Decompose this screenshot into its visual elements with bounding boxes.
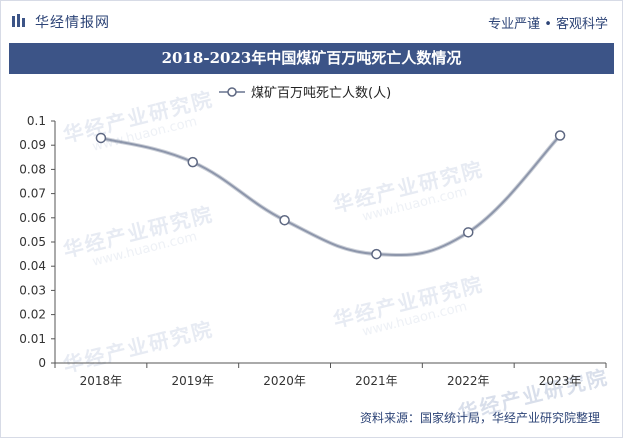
data-point — [95, 132, 107, 144]
brand-logo-icon — [12, 14, 25, 27]
x-tick-label: 2018年 — [80, 374, 123, 388]
y-tick-label: 0 — [38, 356, 46, 370]
chart-title: 2018-2023年中国煤矿百万吨死亡人数情况 — [161, 49, 462, 67]
x-tick-label: 2023年 — [539, 374, 582, 388]
y-tick-label: 0.02 — [19, 308, 46, 322]
source-note: 资料来源：国家统计局，华经产业研究院整理 — [359, 411, 600, 425]
data-point — [463, 227, 474, 238]
data-point — [554, 130, 566, 141]
y-tick-label: 0.04 — [19, 259, 46, 273]
y-tick-label: 0.08 — [19, 162, 46, 176]
y-tick-label: 0.07 — [19, 187, 46, 201]
y-tick-label: 0.01 — [19, 332, 46, 346]
y-tick-label: 0.09 — [19, 138, 46, 152]
data-point — [187, 156, 198, 168]
data-point — [371, 248, 382, 260]
y-tick-label: 0.06 — [19, 211, 46, 225]
y-tick-label: 0.05 — [19, 235, 46, 249]
title-band: 2018-2023年中国煤矿百万吨死亡人数情况 — [9, 43, 614, 74]
legend-marker — [227, 87, 237, 97]
brand-slogan: 专业严谨 • 客观科学 — [488, 17, 608, 32]
brand-name: 华经情报网 — [35, 15, 110, 31]
y-tick-label: 0.1 — [27, 114, 46, 128]
x-tick-label: 2020年 — [263, 374, 306, 388]
header-bar: 华经情报网 专业严谨 • 客观科学 — [1, 1, 622, 41]
x-tick-label: 2022年 — [447, 374, 490, 388]
x-tick-label: 2019年 — [171, 374, 214, 388]
y-tick-label: 0.03 — [19, 283, 46, 297]
series-line — [100, 134, 561, 257]
line-chart: 0 0.01 0.02 0.03 0.04 0.05 0.06 0.07 0.08 0.09 0.1… — [19, 86, 607, 388]
legend-label: 煤矿百万吨死亡人数(人) — [251, 86, 391, 101]
x-tick-label: 2021年 — [355, 374, 398, 388]
data-point — [279, 214, 290, 226]
